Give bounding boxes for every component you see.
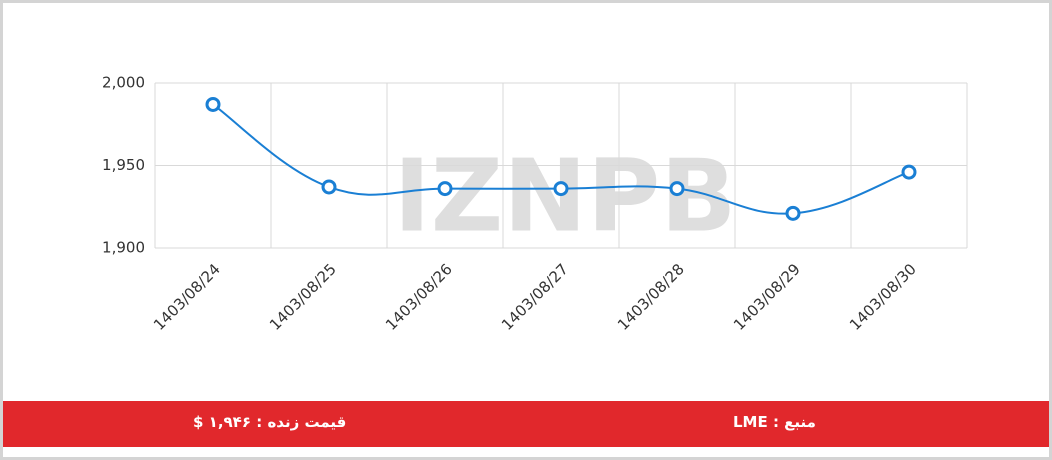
point	[205, 96, 221, 112]
point	[901, 164, 917, 180]
x-tick-label: 1403/08/26	[382, 260, 456, 334]
y-tick-label: 2,000	[102, 74, 145, 92]
x-tick-label: 1403/08/29	[730, 260, 804, 334]
watermark: IZNPB	[394, 137, 737, 254]
y-tick-label: 1,900	[102, 239, 145, 257]
source: منبع : LME	[733, 413, 816, 431]
chart: IZNPB 1,900 1,950 2,000 1403/08/24 1403/08/2…	[102, 74, 968, 334]
point	[437, 181, 453, 197]
point	[321, 179, 337, 195]
x-tick-label: 1403/08/30	[846, 260, 920, 334]
point	[785, 205, 801, 221]
point	[669, 181, 685, 197]
x-tick-label: 1403/08/24	[150, 260, 224, 334]
x-tick-label: 1403/08/25	[266, 260, 340, 334]
footer: قیمت زنده : ۱,۹۴۶ $ منبع : LME	[3, 401, 1049, 447]
x-tick-label: 1403/08/27	[498, 260, 572, 334]
live-price: قیمت زنده : ۱,۹۴۶ $	[193, 413, 347, 431]
point	[553, 181, 569, 197]
x-tick-label: 1403/08/28	[614, 260, 688, 334]
y-tick-label: 1,950	[102, 156, 145, 174]
